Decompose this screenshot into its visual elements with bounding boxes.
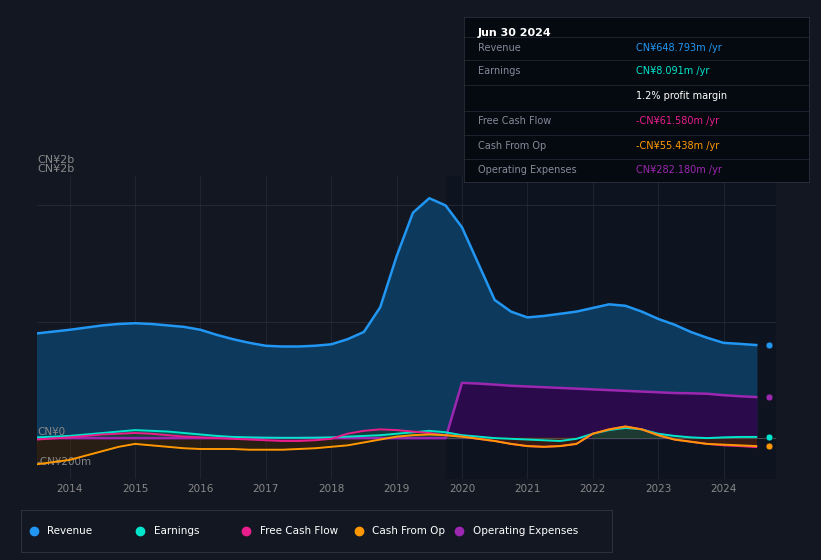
Text: 2017: 2017: [253, 484, 279, 494]
Text: Cash From Op: Cash From Op: [478, 141, 546, 151]
Text: 2019: 2019: [383, 484, 410, 494]
Text: Operating Expenses: Operating Expenses: [478, 165, 576, 175]
Text: Free Cash Flow: Free Cash Flow: [260, 526, 338, 535]
Text: 2018: 2018: [318, 484, 344, 494]
Text: Revenue: Revenue: [47, 526, 92, 535]
Text: Operating Expenses: Operating Expenses: [473, 526, 578, 535]
Text: CN¥2b: CN¥2b: [37, 164, 74, 174]
Text: CN¥0: CN¥0: [37, 427, 65, 437]
Text: 1.2% profit margin: 1.2% profit margin: [636, 91, 727, 101]
Bar: [446, 176, 776, 479]
Text: Earnings: Earnings: [478, 66, 521, 76]
Text: 2020: 2020: [449, 484, 475, 494]
Text: -CN¥55.438m /yr: -CN¥55.438m /yr: [636, 141, 719, 151]
Text: CN¥282.180m /yr: CN¥282.180m /yr: [636, 165, 722, 175]
Text: 2016: 2016: [187, 484, 213, 494]
Text: Cash From Op: Cash From Op: [372, 526, 445, 535]
Text: 2023: 2023: [645, 484, 672, 494]
Text: 2014: 2014: [57, 484, 83, 494]
Text: 2015: 2015: [122, 484, 149, 494]
Text: Earnings: Earnings: [154, 526, 199, 535]
Text: CN¥8.091m /yr: CN¥8.091m /yr: [636, 66, 709, 76]
Text: Free Cash Flow: Free Cash Flow: [478, 116, 551, 126]
Text: -CN¥200m: -CN¥200m: [37, 457, 92, 467]
Text: 2024: 2024: [710, 484, 736, 494]
Text: Jun 30 2024: Jun 30 2024: [478, 29, 552, 39]
Text: 2021: 2021: [514, 484, 540, 494]
Text: 2022: 2022: [580, 484, 606, 494]
Text: CN¥2b: CN¥2b: [37, 155, 74, 165]
Text: CN¥648.793m /yr: CN¥648.793m /yr: [636, 43, 722, 53]
Text: -CN¥61.580m /yr: -CN¥61.580m /yr: [636, 116, 719, 126]
Text: Revenue: Revenue: [478, 43, 521, 53]
